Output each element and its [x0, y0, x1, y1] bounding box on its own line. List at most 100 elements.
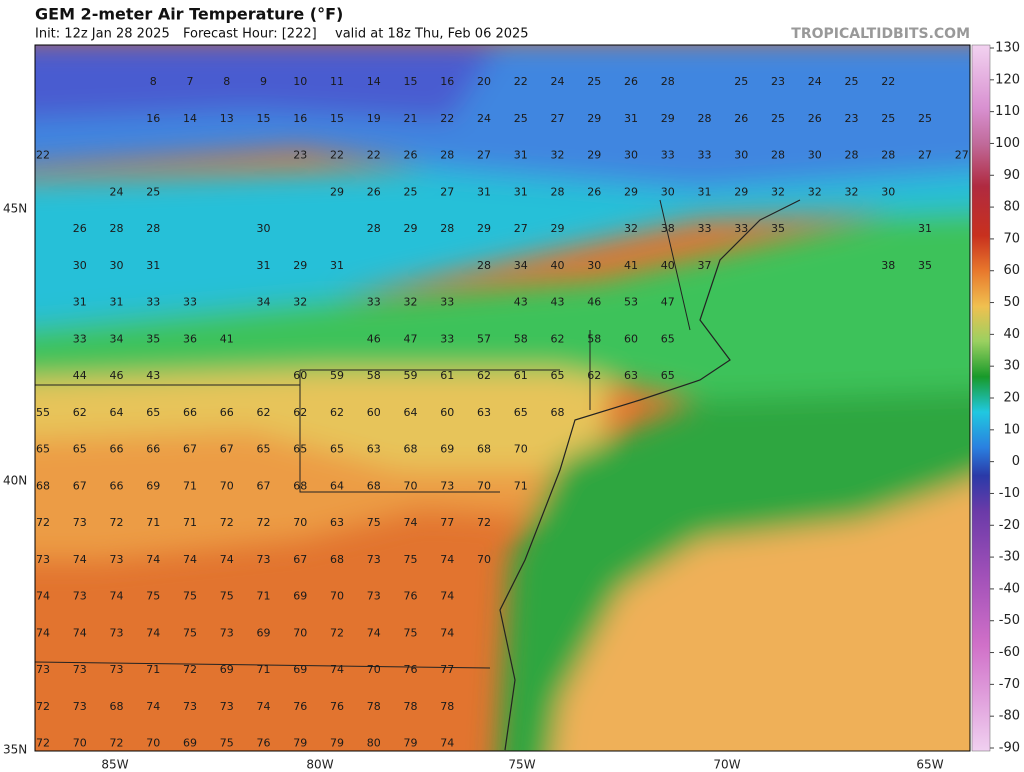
- station-value: 26: [587, 185, 601, 198]
- station-value: 22: [330, 149, 344, 162]
- station-value: 24: [551, 75, 565, 88]
- station-value: 41: [624, 259, 638, 272]
- station-value: 8: [223, 75, 230, 88]
- station-value: 65: [514, 406, 528, 419]
- station-value: 26: [624, 75, 638, 88]
- station-value: 31: [514, 185, 528, 198]
- station-value: 71: [257, 663, 271, 676]
- station-value: 76: [330, 700, 344, 713]
- station-value: 62: [330, 406, 344, 419]
- station-value: 74: [73, 626, 87, 639]
- station-value: 72: [36, 700, 50, 713]
- station-value: 68: [551, 406, 565, 419]
- station-value: 74: [110, 590, 124, 603]
- station-value: 43: [146, 369, 160, 382]
- station-value: 33: [440, 296, 454, 309]
- station-value: 30: [73, 259, 87, 272]
- station-value: 67: [183, 443, 197, 456]
- station-value: 32: [551, 149, 565, 162]
- station-value: 31: [257, 259, 271, 272]
- station-value: 29: [734, 185, 748, 198]
- station-value: 40: [551, 259, 565, 272]
- station-value: 47: [404, 332, 418, 345]
- station-value: 68: [293, 479, 307, 492]
- station-value: 43: [551, 296, 565, 309]
- station-value: 72: [330, 626, 344, 639]
- station-value: 26: [808, 112, 822, 125]
- station-value: 23: [845, 112, 859, 125]
- station-value: 47: [661, 296, 675, 309]
- station-value: 61: [514, 369, 528, 382]
- station-value: 66: [183, 406, 197, 419]
- station-value: 67: [257, 479, 271, 492]
- station-value: 25: [918, 112, 932, 125]
- station-value: 36: [183, 332, 197, 345]
- station-value: 46: [587, 296, 601, 309]
- station-value: 65: [661, 369, 675, 382]
- station-value: 75: [404, 626, 418, 639]
- station-value: 74: [36, 626, 50, 639]
- station-value: 38: [881, 259, 895, 272]
- colorbar-label: 90: [1003, 168, 1020, 183]
- station-value: 71: [183, 516, 197, 529]
- station-value: 28: [440, 222, 454, 235]
- station-value: 24: [477, 112, 491, 125]
- station-value: 75: [367, 516, 381, 529]
- station-value: 64: [330, 479, 344, 492]
- station-value: 22: [440, 112, 454, 125]
- colorbar-label: -70: [999, 677, 1020, 692]
- station-value: 16: [440, 75, 454, 88]
- station-value: 30: [624, 149, 638, 162]
- station-value: 33: [661, 149, 675, 162]
- station-value: 70: [146, 737, 160, 750]
- station-value: 58: [587, 332, 601, 345]
- station-value: 69: [293, 663, 307, 676]
- lon-label: 75W: [508, 758, 535, 772]
- station-value: 28: [661, 75, 675, 88]
- station-value: 63: [477, 406, 491, 419]
- station-value: 74: [183, 553, 197, 566]
- station-value: 31: [698, 185, 712, 198]
- colorbar-label: 100: [995, 136, 1020, 151]
- station-value: 44: [73, 369, 87, 382]
- station-value: 31: [918, 222, 932, 235]
- station-value: 73: [73, 516, 87, 529]
- station-value: 33: [440, 332, 454, 345]
- station-value: 24: [808, 75, 822, 88]
- station-value: 66: [110, 443, 124, 456]
- station-value: 28: [367, 222, 381, 235]
- station-value: 37: [698, 259, 712, 272]
- station-value: 25: [734, 75, 748, 88]
- station-value: 27: [514, 222, 528, 235]
- station-value: 31: [624, 112, 638, 125]
- lat-label: 40N: [3, 474, 27, 488]
- station-value: 30: [734, 149, 748, 162]
- station-value: 72: [110, 516, 124, 529]
- station-value: 25: [845, 75, 859, 88]
- station-value: 70: [330, 590, 344, 603]
- station-value: 73: [110, 626, 124, 639]
- station-value: 66: [146, 443, 160, 456]
- station-value: 70: [367, 663, 381, 676]
- init-time: Init: 12z Jan 28 2025: [35, 27, 170, 42]
- station-value: 8: [150, 75, 157, 88]
- station-value: 60: [440, 406, 454, 419]
- station-value: 33: [73, 332, 87, 345]
- station-value: 63: [330, 516, 344, 529]
- station-value: 29: [587, 149, 601, 162]
- station-value: 33: [734, 222, 748, 235]
- station-value: 28: [881, 149, 895, 162]
- station-value: 25: [404, 185, 418, 198]
- station-value: 25: [146, 185, 160, 198]
- station-value: 29: [404, 222, 418, 235]
- station-value: 32: [404, 296, 418, 309]
- station-value: 46: [110, 369, 124, 382]
- station-value: 68: [367, 479, 381, 492]
- colorbar-label: 10: [1003, 422, 1020, 437]
- station-value: 30: [587, 259, 601, 272]
- station-value: 73: [183, 700, 197, 713]
- station-value: 65: [36, 443, 50, 456]
- station-value: 68: [36, 479, 50, 492]
- station-value: 69: [183, 737, 197, 750]
